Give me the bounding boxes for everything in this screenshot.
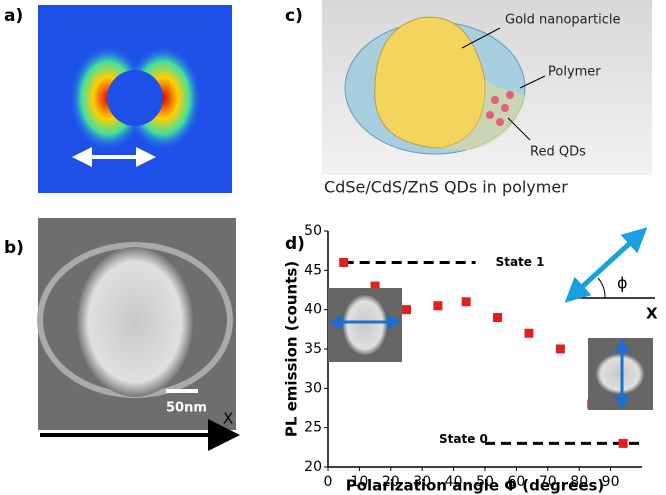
point: [618, 438, 628, 448]
x-tick-label: 20: [382, 474, 400, 490]
x-axis-label: Polarization angle Φ (degrees): [346, 477, 605, 495]
reference-label: State 1: [496, 255, 545, 269]
y-tick-label: 25: [304, 420, 322, 436]
panel-label: d): [285, 234, 305, 254]
plot: 20 25 30 35 40 45 50 0 10 20 30 40 50 60 70 80 90Polariz…: [283, 223, 642, 495]
x-tick-label: 70: [539, 474, 557, 490]
x-tick-label: 90: [602, 474, 620, 490]
axis-label: X: [223, 410, 233, 428]
point: [370, 281, 380, 291]
x-tick-label: 30: [413, 474, 431, 490]
point: [461, 297, 471, 307]
reference-label: State 0: [439, 432, 488, 446]
y-tick-label: 20: [304, 459, 322, 475]
x-tick-label: 50: [476, 474, 494, 490]
y-tick-label: 30: [304, 380, 322, 396]
y-tick-label: 35: [304, 341, 322, 357]
annotation: Gold nanoparticle: [505, 13, 620, 28]
x-tick-label: 0: [324, 474, 333, 490]
point: [402, 305, 411, 315]
point: [555, 344, 565, 354]
point: [493, 313, 503, 323]
scale-bar-label: 50nm: [166, 401, 207, 416]
schematic: [322, 0, 652, 175]
annotation: Polymer: [548, 65, 601, 80]
x-tick-label: 40: [445, 474, 463, 490]
angle-label: ϕ: [617, 274, 628, 293]
x-tick-label: 60: [507, 474, 525, 490]
sem-image: [37, 218, 240, 451]
y-tick-label: 50: [304, 223, 322, 239]
point: [433, 301, 443, 311]
annotation: Red QDs: [530, 145, 586, 160]
panel-label: c): [285, 6, 303, 26]
inset-images: [328, 227, 655, 410]
panel-label: b): [4, 238, 24, 258]
axis-label: X: [646, 305, 658, 323]
field-map: [38, 5, 232, 193]
caption: CdSe/CdS/ZnS QDs in polymer: [324, 178, 568, 197]
y-tick-label: 40: [304, 302, 322, 318]
point: [339, 257, 349, 267]
x-tick-label: 80: [570, 474, 588, 490]
y-axis-label: PL emission (counts): [283, 261, 301, 437]
y-tick-label: 45: [304, 262, 322, 278]
panel-label: a): [4, 6, 23, 26]
point: [524, 328, 534, 338]
x-tick-label: 10: [350, 474, 368, 490]
